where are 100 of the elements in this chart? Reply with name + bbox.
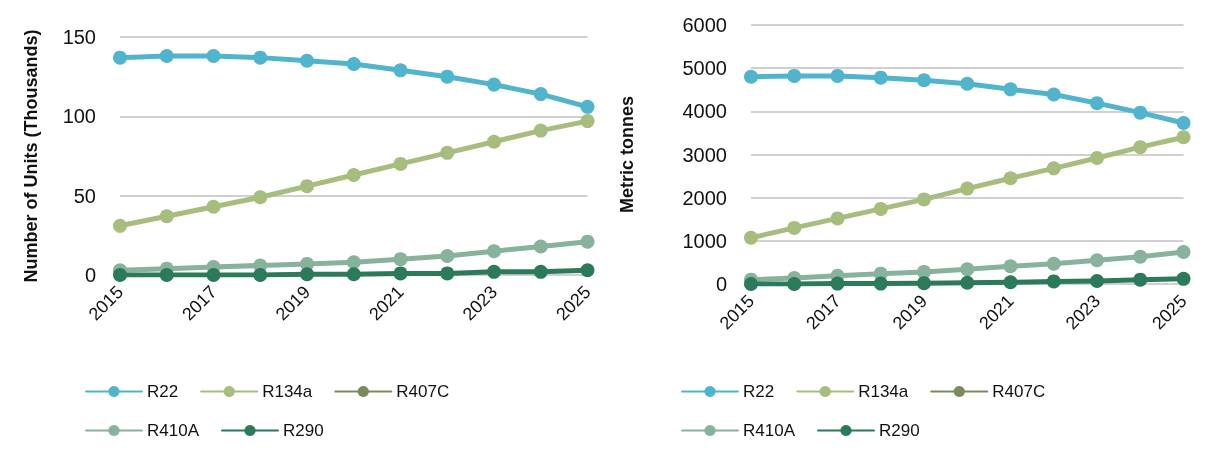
point xyxy=(253,190,268,205)
point xyxy=(487,134,502,149)
point xyxy=(580,263,595,278)
y-tick-label: 5000 xyxy=(682,57,727,80)
point xyxy=(917,73,932,88)
point xyxy=(300,53,315,68)
point xyxy=(159,49,174,64)
point xyxy=(787,277,802,291)
point xyxy=(440,266,455,281)
point xyxy=(1003,259,1018,274)
point xyxy=(113,268,127,282)
legend-label: R290 xyxy=(878,421,920,440)
point xyxy=(113,218,127,233)
point xyxy=(744,230,758,245)
y-tick-label: 1000 xyxy=(682,229,727,252)
point xyxy=(206,268,221,282)
point xyxy=(1090,273,1105,288)
y-tick-label: 0 xyxy=(84,264,96,286)
point xyxy=(787,68,802,83)
point xyxy=(253,268,268,282)
point xyxy=(346,255,361,270)
point xyxy=(159,268,174,282)
point xyxy=(159,209,174,224)
point xyxy=(917,276,932,291)
point xyxy=(253,50,268,65)
legend-label: R407C xyxy=(992,382,1046,401)
point xyxy=(487,264,502,279)
y-axis-title: Metric tonnes xyxy=(617,95,637,214)
point xyxy=(960,181,975,196)
point xyxy=(346,56,361,71)
point xyxy=(1003,82,1018,97)
legend-label: R22 xyxy=(743,382,775,401)
y-tick-label: 50 xyxy=(73,184,96,207)
point xyxy=(393,252,408,267)
point xyxy=(1133,249,1148,264)
y-tick-label: 0 xyxy=(715,273,727,295)
point xyxy=(1003,171,1018,186)
point xyxy=(744,277,758,291)
legend-label: R407C xyxy=(396,382,450,401)
legend-label: R410A xyxy=(147,421,200,440)
point xyxy=(487,77,502,92)
point xyxy=(960,275,975,290)
point xyxy=(580,234,595,249)
point xyxy=(1133,272,1148,287)
point xyxy=(873,201,888,216)
legend-label: R410A xyxy=(743,421,796,440)
y-tick-label: 6000 xyxy=(682,14,727,36)
y-tick-label: 3000 xyxy=(682,143,727,166)
point xyxy=(393,266,408,281)
point xyxy=(787,220,802,235)
point xyxy=(487,244,502,259)
point xyxy=(1003,275,1018,290)
point xyxy=(960,76,975,91)
point xyxy=(440,69,455,84)
point xyxy=(830,211,845,226)
point xyxy=(533,264,548,279)
point xyxy=(113,50,127,65)
y-tick-label: 100 xyxy=(62,105,96,128)
point xyxy=(580,114,595,129)
point xyxy=(1176,245,1191,260)
point xyxy=(533,239,548,254)
point xyxy=(533,87,548,102)
point xyxy=(1133,140,1148,155)
point xyxy=(1090,96,1105,111)
point xyxy=(440,248,455,263)
point xyxy=(1046,274,1061,289)
point xyxy=(393,156,408,171)
point xyxy=(300,179,315,194)
point xyxy=(580,99,595,114)
legend-label: R290 xyxy=(282,421,324,440)
point xyxy=(1046,256,1061,271)
point xyxy=(1046,161,1061,176)
point xyxy=(533,123,548,138)
y-tick-label: 150 xyxy=(62,26,96,48)
point xyxy=(744,69,758,84)
point xyxy=(873,276,888,291)
point xyxy=(917,192,932,207)
point xyxy=(300,267,315,282)
point xyxy=(830,276,845,291)
point xyxy=(1176,271,1191,286)
point xyxy=(960,262,975,277)
point xyxy=(206,199,221,214)
legend-label: R22 xyxy=(147,382,179,401)
legend-label: R134a xyxy=(858,382,909,401)
point xyxy=(1090,253,1105,268)
y-tick-label: 4000 xyxy=(682,100,727,123)
point xyxy=(873,70,888,85)
point xyxy=(346,168,361,183)
point xyxy=(830,68,845,83)
point xyxy=(346,267,361,282)
point xyxy=(1090,150,1105,165)
point xyxy=(1046,87,1061,102)
point xyxy=(1176,130,1191,145)
y-axis-title: Number of Units (Thousands) xyxy=(21,29,41,283)
y-tick-label: 2000 xyxy=(682,186,727,209)
point xyxy=(1133,105,1148,120)
point xyxy=(206,49,221,64)
point xyxy=(440,145,455,160)
point xyxy=(1176,115,1191,130)
point xyxy=(393,63,408,78)
